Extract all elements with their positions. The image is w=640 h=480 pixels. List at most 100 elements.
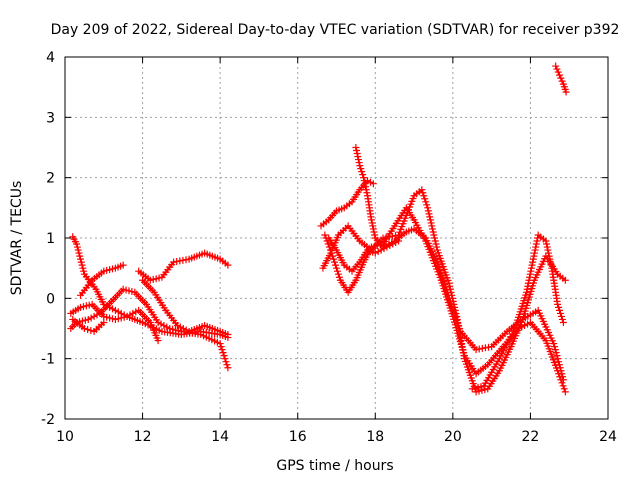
data-point [170, 258, 178, 266]
data-point [523, 288, 531, 296]
y-tick-label: 2 [46, 171, 55, 187]
data-point [543, 240, 551, 248]
data-point [545, 249, 553, 257]
data-point [331, 258, 339, 266]
data-point [445, 279, 453, 287]
data-point [75, 249, 83, 257]
data-point [224, 364, 232, 372]
data-point [219, 349, 227, 357]
x-tick-label: 24 [599, 429, 617, 445]
data-point [554, 300, 562, 308]
data-point [531, 246, 539, 254]
data-point [528, 261, 536, 269]
data-series-8 [317, 177, 377, 230]
data-point [524, 279, 532, 287]
data-point [529, 258, 537, 266]
data-series-4 [77, 261, 127, 299]
data-point [556, 71, 564, 79]
data-point [431, 237, 439, 245]
data-point [385, 233, 393, 241]
data-series-12 [468, 231, 567, 393]
data-point [526, 273, 534, 281]
data-point [551, 346, 559, 354]
data-series-11 [319, 186, 569, 396]
data-point [433, 243, 441, 251]
data-point [532, 243, 540, 251]
data-point [360, 174, 368, 182]
x-tick-label: 10 [56, 429, 74, 445]
data-point [530, 252, 538, 260]
data-point [173, 258, 181, 266]
data-point [333, 264, 340, 272]
data-point [446, 285, 454, 293]
data-point [221, 355, 229, 363]
data-point [551, 343, 559, 351]
data-point [451, 303, 459, 311]
data-point [357, 165, 365, 173]
data-point [224, 261, 232, 269]
data-point [422, 198, 430, 206]
data-point [447, 288, 455, 296]
data-point [324, 240, 332, 248]
data-point [554, 355, 562, 363]
data-point [424, 207, 432, 215]
data-point [421, 195, 429, 203]
data-point [431, 234, 439, 242]
x-tick-label: 12 [134, 429, 152, 445]
data-point [154, 337, 162, 345]
data-point [546, 258, 554, 266]
data-point [526, 270, 534, 278]
data-point [561, 388, 569, 396]
data-point [485, 343, 493, 351]
data-point [534, 234, 542, 242]
data-point [553, 352, 561, 360]
data-point [552, 62, 560, 70]
data-point [472, 346, 480, 354]
data-point [78, 261, 86, 269]
x-tick-label: 16 [289, 429, 307, 445]
data-point [426, 213, 434, 221]
data-point [363, 189, 371, 197]
data-point [391, 232, 399, 240]
data-point [353, 150, 361, 158]
data-point [550, 340, 558, 348]
data-point [334, 270, 342, 278]
data-point [544, 246, 552, 254]
data-point [222, 358, 230, 366]
data-point [369, 180, 377, 188]
data-point [100, 318, 108, 326]
data-point [555, 358, 563, 366]
y-tick-label: -2 [41, 412, 55, 428]
data-point [533, 237, 541, 245]
data-point [427, 219, 435, 227]
data-point [74, 246, 82, 254]
data-point [119, 261, 127, 269]
data-point [355, 159, 363, 167]
series-line [320, 179, 374, 227]
data-point [371, 231, 379, 239]
data-point [369, 225, 377, 233]
data-point [352, 144, 360, 151]
data-point [523, 285, 531, 293]
data-point [547, 261, 555, 269]
data-point [330, 255, 338, 263]
x-tick-label: 20 [444, 429, 462, 445]
data-point [388, 232, 396, 240]
data-point [552, 349, 560, 357]
data-point [560, 385, 568, 393]
data-point [418, 186, 426, 194]
data-point [546, 255, 554, 263]
y-tick-label: 4 [46, 50, 55, 66]
data-point [532, 240, 540, 248]
data-point [223, 361, 231, 369]
data-point [323, 237, 331, 245]
data-point [527, 264, 535, 272]
data-point [79, 264, 87, 272]
y-axis-label: SDTVAR / TECUs [9, 181, 25, 296]
data-series-6 [135, 249, 232, 284]
data-point [558, 379, 566, 387]
data-point [424, 204, 432, 212]
data-series-5 [69, 315, 108, 336]
series-layer [67, 62, 570, 396]
